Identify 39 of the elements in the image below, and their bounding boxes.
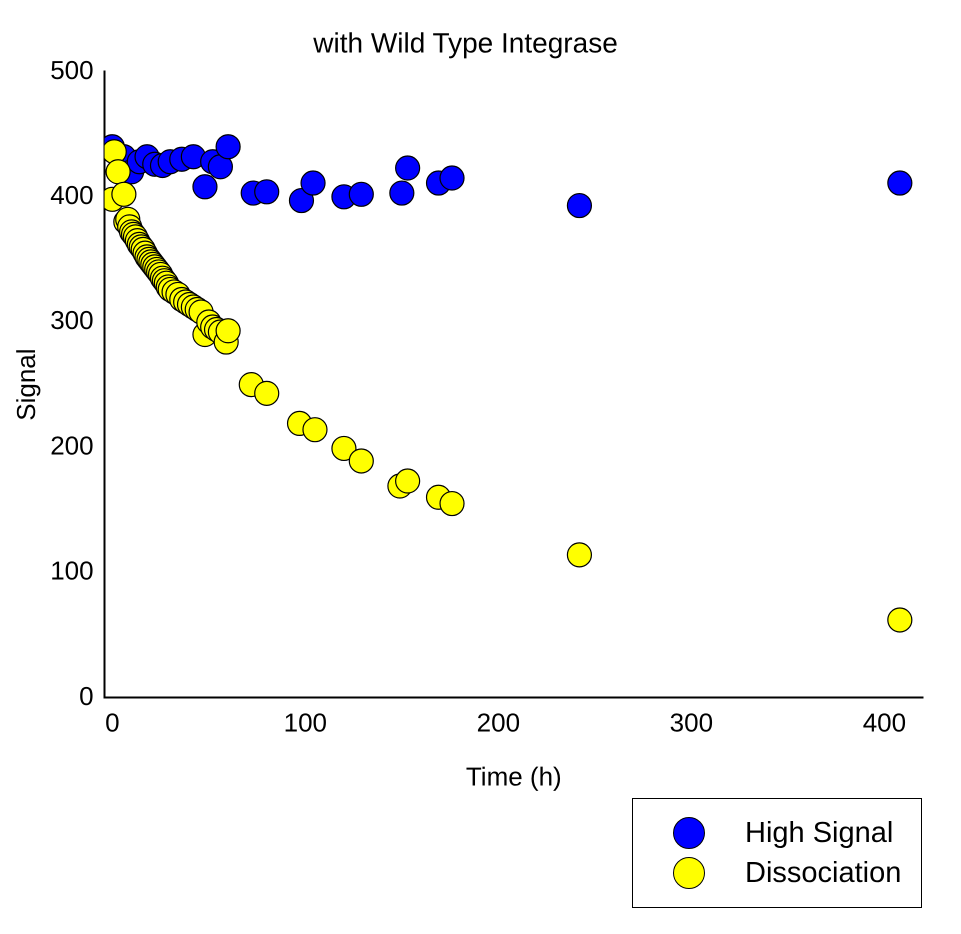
x-axis-title: Time (h) bbox=[466, 762, 562, 792]
point bbox=[566, 192, 592, 218]
point bbox=[192, 174, 218, 200]
point bbox=[395, 468, 420, 494]
point bbox=[208, 154, 233, 180]
x-tick-label: 0 bbox=[105, 707, 120, 738]
point bbox=[887, 607, 912, 633]
y-tick-label: 300 bbox=[50, 305, 94, 336]
point bbox=[887, 170, 912, 196]
x-tick-label: 200 bbox=[476, 707, 520, 738]
point bbox=[111, 182, 136, 207]
point bbox=[395, 155, 420, 181]
y-tick-label: 100 bbox=[50, 556, 94, 586]
point bbox=[439, 490, 465, 516]
y-axis-title: Signal bbox=[10, 348, 41, 421]
point bbox=[389, 180, 414, 206]
point bbox=[439, 165, 465, 191]
chart-title: with Wild Type Integrase bbox=[312, 28, 618, 59]
point bbox=[254, 179, 280, 204]
y-tick-label: 0 bbox=[79, 680, 94, 711]
point bbox=[216, 134, 241, 160]
x-tick-label: 300 bbox=[670, 707, 714, 738]
point bbox=[348, 182, 374, 207]
point bbox=[302, 417, 328, 442]
point bbox=[566, 542, 592, 568]
point bbox=[348, 448, 374, 474]
y-tick-label: 400 bbox=[50, 180, 94, 210]
y-tick-label: 200 bbox=[50, 430, 94, 460]
point bbox=[105, 159, 131, 184]
x-tick-label: 100 bbox=[284, 707, 328, 738]
point bbox=[300, 170, 326, 196]
y-tick-label: 500 bbox=[50, 54, 94, 85]
point bbox=[288, 188, 314, 214]
legend-label: Dissociation bbox=[745, 856, 902, 890]
x-tick-label: 400 bbox=[862, 707, 906, 738]
point bbox=[331, 436, 357, 462]
legend-label: High Signal bbox=[745, 816, 894, 850]
point bbox=[216, 318, 241, 344]
point bbox=[254, 380, 280, 406]
